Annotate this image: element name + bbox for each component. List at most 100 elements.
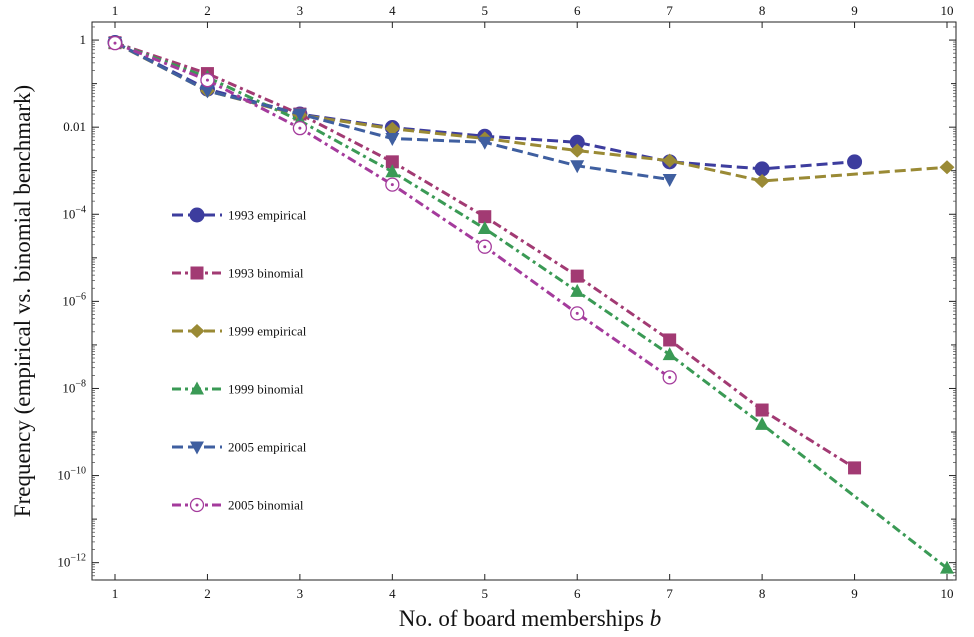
x-tick-label-top: 9: [851, 3, 858, 18]
x-tick-label: 8: [759, 586, 766, 601]
data-point: [570, 160, 585, 174]
legend-entry: 1993 binomial: [172, 266, 304, 281]
x-tick-label-top: 10: [941, 3, 954, 18]
legend-marker: [190, 381, 204, 395]
x-tick-label-top: 1: [112, 3, 119, 18]
data-point: [200, 73, 215, 88]
data-point-dot: [483, 245, 487, 249]
data-point: [940, 560, 954, 574]
data-point: [663, 333, 677, 347]
legend-marker: [189, 497, 205, 513]
legend-marker: [190, 266, 204, 280]
x-tick-label: 3: [297, 586, 304, 601]
legend-marker: [189, 324, 205, 338]
y-tick-label: 0.01: [63, 119, 86, 134]
legend-entry: 1993 empirical: [172, 207, 307, 223]
x-tick-label-top: 7: [666, 3, 673, 18]
y-tick-label: 10−10: [57, 466, 86, 483]
data-point: [755, 403, 769, 417]
data-point: [569, 143, 585, 158]
series-line: [114, 41, 855, 171]
data-point: [107, 35, 123, 51]
x-tick-label-top: 3: [297, 3, 304, 18]
data-point: [939, 160, 955, 175]
legend-entry: 2005 binomial: [172, 498, 304, 513]
y-axis-title: Frequency (empirical vs. binomial benchm…: [10, 85, 35, 517]
data-point: [385, 132, 400, 146]
x-tick-label: 7: [666, 586, 673, 601]
series-layer: [107, 34, 955, 574]
data-point: [662, 173, 677, 187]
data-point-dot: [668, 375, 672, 379]
legend-label: 2005 empirical: [228, 440, 307, 455]
series-line: [114, 41, 948, 570]
data-point: [292, 108, 307, 122]
x-tick-label: 9: [851, 586, 858, 601]
y-tick-label: 1: [80, 32, 87, 47]
series-1: [108, 36, 862, 475]
x-tick-label-top: 5: [482, 3, 489, 18]
series-3: [108, 35, 954, 574]
x-axis-title: No. of board memberships b: [399, 606, 662, 631]
y-tick-label: 10−8: [62, 378, 86, 395]
legend-label: 1999 empirical: [228, 324, 307, 339]
data-point: [570, 306, 585, 321]
x-tick-label: 6: [574, 586, 581, 601]
data-point: [570, 269, 584, 283]
data-point: [754, 161, 770, 177]
x-tick-label-top: 6: [574, 3, 581, 18]
legend-label: 1999 binomial: [228, 382, 304, 397]
data-point-dot: [298, 126, 302, 130]
data-point-dot: [205, 78, 209, 82]
legend-label: 1993 empirical: [228, 208, 307, 223]
data-point: [570, 283, 585, 297]
data-point: [569, 134, 585, 150]
data-point: [754, 174, 770, 189]
x-tick-label: 4: [389, 586, 396, 601]
series-line: [114, 41, 948, 183]
data-point: [662, 153, 678, 168]
data-point: [384, 121, 400, 136]
data-point: [662, 347, 677, 361]
x-tick-label-top: 4: [389, 3, 396, 18]
plot-frame: [91, 21, 957, 581]
x-tick-label: 2: [204, 586, 211, 601]
data-point: [292, 120, 308, 136]
data-point: [478, 210, 492, 224]
data-point-dot: [575, 311, 579, 315]
legend-entry: 1999 empirical: [172, 324, 307, 339]
data-point: [385, 177, 400, 192]
data-point: [200, 85, 215, 99]
x-axis-title-variable: b: [650, 606, 662, 631]
data-point: [755, 416, 770, 430]
x-tick-label: 10: [941, 586, 954, 601]
legend-label: 1993 binomial: [228, 266, 304, 281]
y-tick-label: 10−4: [62, 204, 86, 221]
data-point: [477, 239, 492, 254]
x-tick-label-top: 2: [204, 3, 211, 18]
y-tick-label: 10−6: [62, 291, 86, 308]
data-point: [385, 164, 400, 178]
legend-label: 2005 binomial: [228, 498, 304, 513]
legend: 1993 empirical 1993 binomial 1999 empirica…: [172, 207, 307, 513]
y-tick-label: 10−12: [57, 553, 86, 570]
legend-entry: 1999 binomial: [172, 381, 304, 397]
legend-entry: 2005 empirical: [172, 440, 307, 455]
data-point: [477, 136, 492, 150]
data-point: [385, 155, 399, 169]
data-point: [847, 154, 863, 170]
series-0: [107, 34, 863, 177]
x-tick-label: 1: [112, 586, 119, 601]
axis-ticks: 1 1 2 2 3 3 4 4 5 5 6 6 7 7 8 8 9 9 10 10 1 0.01 10−4 10−6 10−8 1…: [57, 3, 956, 601]
x-tick-label-top: 8: [759, 3, 766, 18]
data-point: [477, 221, 492, 235]
data-point-dot: [113, 41, 117, 45]
legend-marker: [190, 441, 204, 455]
x-tick-label: 5: [482, 586, 489, 601]
data-point: [662, 370, 677, 385]
legend-marker-dot: [195, 503, 199, 507]
series-line: [114, 41, 856, 470]
data-point: [848, 461, 862, 475]
data-point-dot: [390, 183, 394, 187]
